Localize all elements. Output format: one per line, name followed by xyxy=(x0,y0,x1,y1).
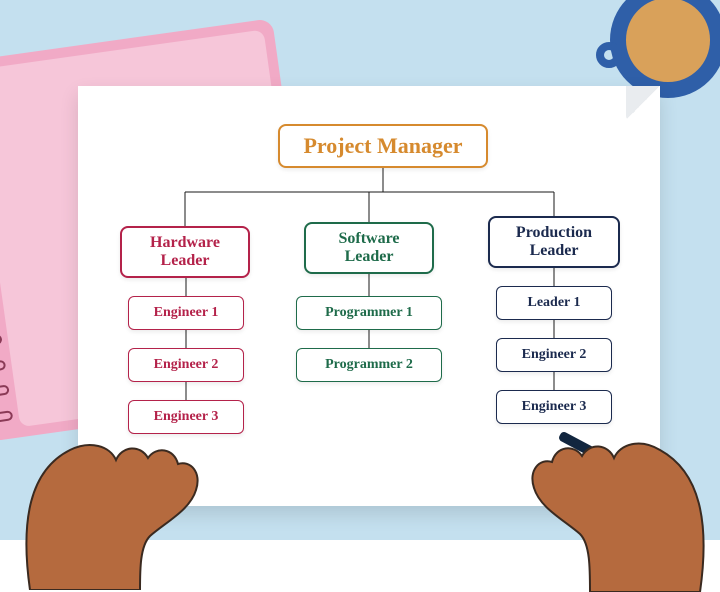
org-child-node: Engineer 1 xyxy=(128,296,244,330)
right-hand xyxy=(500,342,720,592)
stage: Project ManagerHardwareLeaderEngineer 1E… xyxy=(0,0,720,540)
mug-handle xyxy=(596,42,622,68)
org-lead-node: Project Manager xyxy=(278,124,488,168)
org-child-node: Leader 1 xyxy=(496,286,612,320)
org-lead-node: SoftwareLeader xyxy=(304,222,434,274)
org-child-node: Programmer 2 xyxy=(296,348,442,382)
org-lead-node: ProductionLeader xyxy=(488,216,620,268)
org-child-node: Programmer 1 xyxy=(296,296,442,330)
left-hand xyxy=(0,350,210,590)
org-lead-node: HardwareLeader xyxy=(120,226,250,278)
